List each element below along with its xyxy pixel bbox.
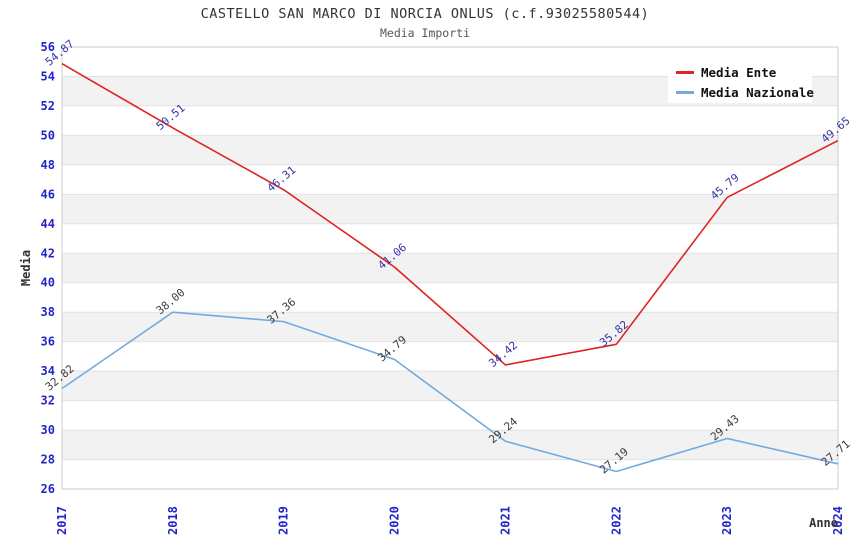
plot-band — [62, 312, 838, 342]
point-label: 34.42 — [486, 339, 520, 370]
y-tick-label: 34 — [41, 364, 55, 378]
plot-band — [62, 253, 838, 283]
legend — [668, 62, 812, 103]
y-tick-label: 50 — [41, 128, 55, 142]
chart-subtitle: Media Importi — [379, 26, 470, 40]
y-tick-label: 56 — [41, 40, 55, 54]
x-tick-label: 2021 — [498, 506, 512, 535]
y-axis-title: Media — [19, 250, 33, 286]
series-line-media-ente — [61, 62, 839, 366]
plot-band — [62, 430, 838, 460]
x-tick-label: 2023 — [720, 506, 734, 535]
x-axis-title: Anno — [809, 516, 838, 530]
plot-band — [62, 371, 838, 401]
y-tick-label: 52 — [41, 99, 55, 113]
series-line-media-nazionale — [61, 311, 839, 473]
y-tick-label: 36 — [41, 335, 55, 349]
x-tick-label: 2022 — [609, 506, 623, 535]
y-tick-label: 38 — [41, 305, 55, 319]
y-tick-label: 32 — [41, 394, 55, 408]
y-tick-label: 44 — [41, 217, 55, 231]
x-tick-label: 2019 — [277, 506, 291, 535]
y-tick-label: 42 — [41, 246, 55, 260]
y-tick-label: 40 — [41, 276, 55, 290]
x-tick-label: 2017 — [55, 506, 69, 535]
chart-title: CASTELLO SAN MARCO DI NORCIA ONLUS (c.f.… — [200, 6, 650, 22]
plot-band — [62, 135, 838, 165]
y-tick-label: 30 — [41, 423, 55, 437]
legend-item-media-nazionale: Media Nazionale — [701, 85, 814, 100]
y-tick-label: 48 — [41, 158, 55, 172]
point-label: 46.31 — [265, 163, 299, 194]
legend-item-media-ente: Media Ente — [701, 65, 777, 80]
x-tick-label: 2020 — [388, 506, 402, 535]
y-tick-label: 46 — [41, 187, 55, 201]
x-tick-label: 2024 — [831, 506, 845, 535]
y-tick-label: 54 — [41, 69, 55, 83]
plot-frame — [61, 46, 839, 490]
y-tick-label: 28 — [41, 453, 55, 467]
x-tick-label: 2018 — [166, 506, 180, 535]
plot-band — [62, 194, 838, 224]
y-tick-label: 26 — [41, 482, 55, 496]
